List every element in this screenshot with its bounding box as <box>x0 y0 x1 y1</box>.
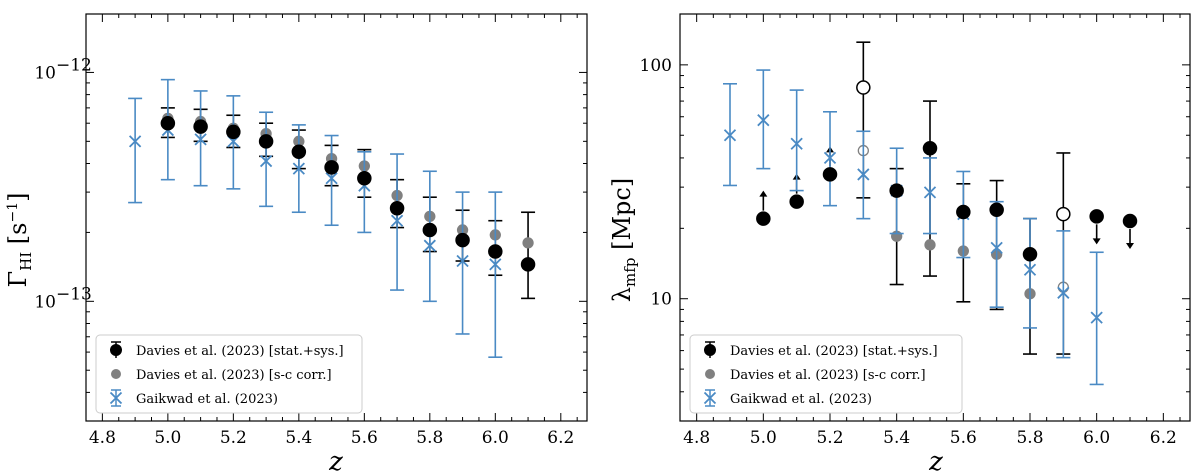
gaikwad-point <box>1023 263 1037 276</box>
gaikwad-point <box>1057 286 1070 299</box>
davies-stat-sys-point <box>822 167 838 182</box>
x-tick-label: 6.0 <box>482 428 509 448</box>
y-tick-label: 100 <box>640 56 672 76</box>
davies-stat-sys-point <box>1056 206 1071 222</box>
x-tick-label: 5.8 <box>1016 428 1043 448</box>
legend-box <box>689 334 963 414</box>
legend-entry: Gaikwad et al. (2023) <box>136 392 278 407</box>
davies-stat-sys-point <box>324 160 339 175</box>
gaikwad-point <box>390 214 404 227</box>
lambda-mfp-panel: z λmfp [Mpc] 4.8 5.0 5.2 5.4 5.6 5.8 6.0 6.2 10 1… <box>608 13 1191 473</box>
gaikwad-point <box>128 135 142 148</box>
davies-stat-sys-point <box>226 124 241 140</box>
x-tick-label: 5.6 <box>950 428 977 448</box>
davies-stat-sys-point <box>389 201 405 216</box>
davies-sc-corr-point <box>924 239 936 251</box>
x-axis-label: z <box>328 447 343 473</box>
x-tick-label: 5.4 <box>285 428 312 448</box>
x-tick-label: 4.8 <box>683 428 710 448</box>
x-axis-label: z <box>928 447 943 473</box>
gaikwad-point <box>723 129 737 142</box>
upper-limit-arrowhead <box>1126 242 1134 249</box>
davies-stat-sys-point <box>1089 209 1104 224</box>
y-tick-label: 10 <box>34 292 56 312</box>
legend-entry: Davies et al. (2023) [stat.+sys.] <box>730 344 938 359</box>
legend-marker-grey-circle <box>705 369 715 379</box>
gaikwad-point <box>292 162 305 175</box>
davies-stat-sys-point <box>193 119 208 134</box>
davies-stat-sys-point <box>956 204 971 220</box>
legend-box <box>95 334 363 414</box>
davies-stat-sys-point <box>889 183 904 198</box>
legend-marker-grey-circle <box>111 369 121 379</box>
y-axis-label: ΓHI [s−1] <box>4 192 35 287</box>
x-tick-label: 5.2 <box>220 428 247 448</box>
davies-stat-sys-point <box>422 222 438 238</box>
legend-marker-blue-x <box>109 391 123 405</box>
x-tick-label: 5.4 <box>883 428 910 448</box>
gaikwad-point <box>757 114 770 127</box>
y-tick-exponent: −13 <box>56 284 92 304</box>
gaikwad-point <box>259 154 273 168</box>
x-tick-label: 5.2 <box>816 428 843 448</box>
legend-entry: Davies et al. (2023) [s-c corr.] <box>136 368 332 383</box>
davies-stat-sys-point <box>756 211 771 226</box>
davies-stat-sys-point <box>989 202 1004 218</box>
davies-stat-sys-point <box>520 257 536 272</box>
lower-limit-arrowhead <box>759 190 768 197</box>
davies-sc-corr-point <box>522 237 534 249</box>
davies-stat-sys-point <box>291 144 307 160</box>
davies-stat-sys-point <box>258 134 274 149</box>
x-tick-label: 5.0 <box>154 428 181 448</box>
gaikwad-point <box>790 137 803 150</box>
upper-limit-arrowhead <box>1092 238 1101 245</box>
davies-stat-sys-point <box>789 194 804 209</box>
gaikwad-point <box>857 168 870 181</box>
x-tick-label: 5.6 <box>351 428 378 448</box>
legend-marker-black-circle <box>704 344 716 356</box>
davies-stat-sys-point <box>160 115 176 131</box>
gaikwad-point <box>1090 311 1103 324</box>
legend-entry: Gaikwad et al. (2023) <box>730 392 872 407</box>
gaikwad-point <box>456 254 469 268</box>
legend-marker-blue-x <box>703 391 717 405</box>
gaikwad-point <box>923 186 937 199</box>
y-tick-label: 10 <box>34 63 56 83</box>
gaikwad-point <box>823 151 837 165</box>
x-tick-label: 6.0 <box>1083 428 1110 448</box>
gaikwad-point <box>990 241 1003 254</box>
davies-stat-sys-point <box>922 140 938 156</box>
davies-stat-sys-point <box>1022 246 1038 262</box>
davies-stat-sys-point <box>455 232 470 248</box>
y-tick-label: 10 <box>650 290 672 310</box>
plot-frame <box>85 13 588 422</box>
legend-entry: Davies et al. (2023) [stat.+sys.] <box>136 344 344 359</box>
x-tick-label: 6.2 <box>547 428 574 448</box>
gaikwad-point <box>489 258 502 271</box>
davies-stat-sys-point <box>488 244 503 259</box>
x-tick-label: 5.0 <box>750 428 777 448</box>
x-tick-label: 4.8 <box>89 428 116 448</box>
y-axis-label: λmfp [Mpc] <box>608 178 639 302</box>
legend-marker-black-circle <box>110 344 122 356</box>
legend-entry: Davies et al. (2023) [s-c corr.] <box>730 368 926 383</box>
davies-stat-sys-point <box>1122 213 1138 229</box>
davies-stat-sys-point <box>856 80 871 95</box>
gaikwad-point <box>423 239 436 252</box>
gaikwad-point <box>325 172 338 185</box>
y-tick-exponent: −12 <box>56 55 92 75</box>
gaikwad-point <box>194 133 207 146</box>
plot-frame <box>679 13 1191 422</box>
x-tick-label: 6.2 <box>1150 428 1177 448</box>
x-tick-label: 5.8 <box>416 428 443 448</box>
gamma-hi-panel: z ΓHI [s−1] 4.8 5.0 5.2 5.4 5.6 5.8 6.0 6.210 −1… <box>4 13 588 473</box>
davies-stat-sys-point <box>357 170 372 186</box>
